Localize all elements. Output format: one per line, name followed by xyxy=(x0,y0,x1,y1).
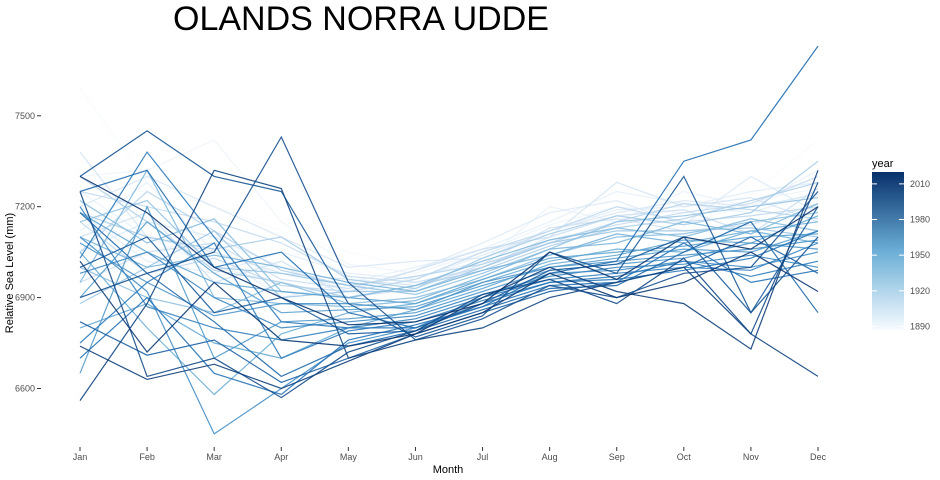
legend-tick-label: 1950 xyxy=(910,250,930,260)
x-tick-label: Apr xyxy=(274,452,288,462)
legend-tick-label: 1920 xyxy=(910,286,930,296)
series-line-1935 xyxy=(79,227,819,305)
legend-tick-label: 1980 xyxy=(910,215,930,225)
x-tick-label: Jun xyxy=(408,452,423,462)
year-legend: year 1890 1920 1950 1980 2010 xyxy=(872,158,930,331)
series-line-1965 xyxy=(79,205,819,374)
series-lines xyxy=(79,45,819,435)
legend-ticks: 1890 1920 1950 1980 2010 xyxy=(872,179,930,331)
series-line-2010 xyxy=(79,169,819,401)
x-tick-label: Jul xyxy=(477,452,489,462)
series-line-1992 xyxy=(79,212,819,378)
series-line-1926 xyxy=(79,190,819,287)
y-tick-label: 7500 xyxy=(15,111,35,121)
legend-tick-label: 1890 xyxy=(910,321,930,331)
y-tick-label: 7200 xyxy=(15,202,35,212)
series-line-1920 xyxy=(79,175,819,284)
series-line-1998 xyxy=(79,206,819,335)
series-line-1956 xyxy=(79,215,819,359)
x-axis: Jan Feb Mar Apr May Jun Jul Aug Sep Oct Nov Dec xyxy=(73,447,827,462)
x-tick-label: Sep xyxy=(609,452,625,462)
legend-title: year xyxy=(872,158,894,170)
y-axis-title: Relative Sea Level (mm) xyxy=(4,213,16,333)
series-line-1953 xyxy=(79,230,819,396)
chart-title: OLANDS NORRA UDDE xyxy=(173,0,549,38)
x-tick-label: Nov xyxy=(743,452,760,462)
y-axis: 6600 6900 7200 7500 xyxy=(15,111,41,393)
x-tick-label: Aug xyxy=(542,452,558,462)
x-tick-label: Jan xyxy=(73,452,88,462)
series-line-2004 xyxy=(79,135,819,341)
x-tick-label: Mar xyxy=(206,452,222,462)
series-line-1905 xyxy=(79,175,819,293)
legend-tick-label: 2010 xyxy=(910,179,930,189)
y-tick-label: 6900 xyxy=(15,293,35,303)
y-tick-label: 6600 xyxy=(15,383,35,393)
series-line-2016 xyxy=(79,251,819,354)
series-line-1959 xyxy=(79,212,819,305)
x-tick-label: Oct xyxy=(677,452,692,462)
series-line-2013 xyxy=(79,170,819,390)
x-axis-title: Month xyxy=(433,464,464,476)
x-tick-label: Dec xyxy=(810,452,827,462)
series-line-1944 xyxy=(79,200,819,299)
x-tick-label: May xyxy=(340,452,358,462)
legend-colorbar xyxy=(872,172,904,330)
series-line-1923 xyxy=(79,206,819,293)
series-line-1929 xyxy=(79,175,819,299)
series-line-1980 xyxy=(79,242,819,359)
x-tick-label: Feb xyxy=(139,452,155,462)
series-line-2019 xyxy=(79,175,819,326)
series-line-1947 xyxy=(79,169,819,308)
series-line-1968 xyxy=(79,239,819,317)
series-line-2001 xyxy=(79,130,819,338)
